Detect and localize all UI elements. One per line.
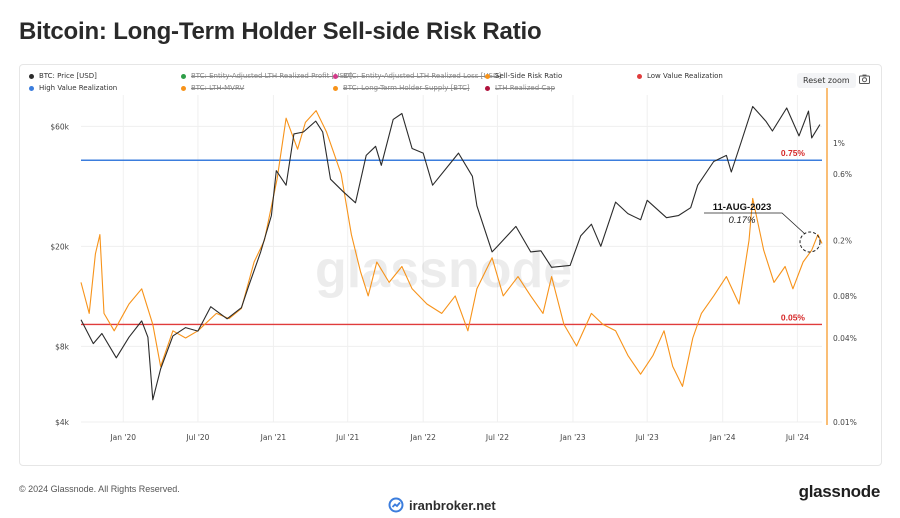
legend-label: Low Value Realization <box>647 72 723 80</box>
watermark: glassnode <box>315 241 572 299</box>
broker-watermark: iranbroker.net <box>388 497 496 513</box>
x-tick-label: Jul '22 <box>485 433 509 442</box>
y-right-tick-label: 1% <box>833 139 845 148</box>
y-right-tick-label: 0.01% <box>833 418 857 427</box>
camera-icon[interactable] <box>859 74 870 84</box>
grid <box>81 95 822 423</box>
x-tick-label: Jan '24 <box>709 433 736 442</box>
threshold-label: 0.05% <box>781 312 806 322</box>
legend-item[interactable]: Low Value Realization <box>637 71 789 81</box>
legend-label: High Value Realization <box>39 84 118 92</box>
legend-dot-icon <box>333 73 338 79</box>
broker-logo-icon <box>388 497 404 513</box>
x-tick-label: Jan '20 <box>109 433 136 442</box>
series <box>80 105 823 401</box>
legend-label: BTC: Long-Term Holder Supply [BTC] <box>343 84 470 92</box>
annotation-date: 11-AUG-2023 <box>713 202 772 213</box>
legend-item[interactable]: BTC: LTH-MVRV <box>181 83 333 93</box>
y-right-tick-label: 0.2% <box>833 236 852 245</box>
x-tick-label: Jan '23 <box>559 433 586 442</box>
legend-label: BTC: Entity-Adjusted LTH Realized Profit… <box>191 72 352 80</box>
annotation-leader <box>704 212 806 235</box>
annotation: 11-AUG-2023 0.17% <box>704 202 821 253</box>
x-tick-label: Jul '20 <box>185 433 209 442</box>
legend-item[interactable]: LTH Realized Cap <box>485 83 637 93</box>
axes: Jan '20 Jul '20 Jan '21 Jul '21 Jan '22 Jul '… <box>50 87 857 442</box>
legend-label: BTC: Price [USD] <box>39 72 97 80</box>
series-line <box>80 105 821 401</box>
y-left-tick-label: $20k <box>50 242 69 251</box>
y-right-tick-label: 0.08% <box>833 292 857 301</box>
x-tick-label: Jul '24 <box>785 433 809 442</box>
legend-dot-icon <box>29 73 34 79</box>
legend-dot-icon <box>181 85 186 91</box>
legend-item[interactable]: BTC: Price [USD] <box>29 71 181 81</box>
legend-label: LTH Realized Cap <box>495 84 556 92</box>
legend-dot-icon <box>637 73 642 79</box>
broker-text: iranbroker.net <box>409 497 496 513</box>
series-line <box>80 110 823 387</box>
y-right-tick-label: 0.6% <box>833 170 852 179</box>
x-tick-label: Jul '23 <box>635 433 659 442</box>
legend-item[interactable]: BTC: Entity-Adjusted LTH Realized Loss [… <box>333 71 501 81</box>
legend-dot-icon <box>29 85 34 91</box>
x-tick-label: Jan '22 <box>409 433 436 442</box>
annotation-marker <box>799 231 821 253</box>
legend-dot-icon <box>485 73 490 79</box>
x-tick-label: Jan '21 <box>260 433 287 442</box>
glassnode-logo: glassnode <box>798 482 881 501</box>
reset-zoom-button[interactable]: Reset zoom <box>797 73 856 88</box>
copyright-text: © 2024 Glassnode. All Rights Reserved. <box>19 484 180 494</box>
legend-item[interactable]: BTC: Long-Term Holder Supply [BTC] <box>333 83 485 93</box>
page-title: Bitcoin: Long-Term Holder Sell-side Risk… <box>19 18 542 45</box>
legend-dot-icon <box>485 85 490 91</box>
legend-item[interactable]: BTC: Entity-Adjusted LTH Realized Profit… <box>181 71 352 81</box>
y-right-tick-label: 0.04% <box>833 334 857 343</box>
legend-dot-icon <box>181 73 186 79</box>
y-left-tick-label: $8k <box>55 342 70 351</box>
annotation-value: 0.17% <box>729 215 756 226</box>
y-left-tick-label: $60k <box>50 122 69 131</box>
legend-dot-icon <box>333 85 338 91</box>
chart-card: glassnode Jan '20 Jul '20 Jan '21 Jul '21 Ja… <box>19 64 882 466</box>
x-tick-label: Jul '21 <box>335 433 359 442</box>
legend: BTC: Price [USD] BTC: Entity-Adjusted LTH… <box>29 71 789 93</box>
legend-item[interactable]: Sell-Side Risk Ratio <box>485 71 637 81</box>
legend-item[interactable]: High Value Realization <box>29 83 181 93</box>
chart-svg[interactable]: glassnode Jan '20 Jul '20 Jan '21 Jul '21 Ja… <box>20 65 881 465</box>
threshold-label: 0.75% <box>781 148 806 158</box>
y-left-tick-label: $4k <box>55 418 70 427</box>
legend-label: Sell-Side Risk Ratio <box>495 72 563 80</box>
legend-label: BTC: Entity-Adjusted LTH Realized Loss [… <box>343 72 502 80</box>
legend-label: BTC: LTH-MVRV <box>191 84 245 92</box>
